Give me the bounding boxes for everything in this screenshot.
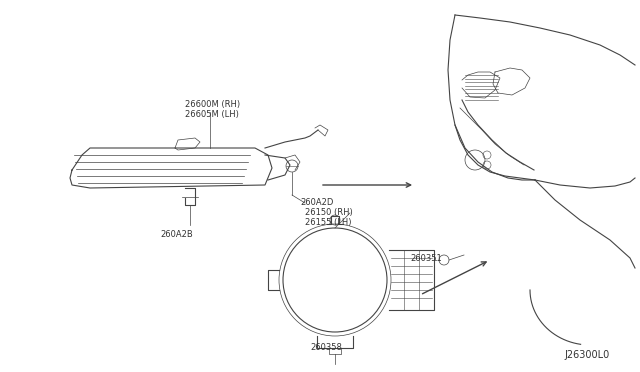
- Text: 260A2D: 260A2D: [300, 198, 333, 207]
- Text: 260358: 260358: [310, 343, 342, 352]
- Text: 26150 (RH)
26155 (LH): 26150 (RH) 26155 (LH): [305, 208, 353, 227]
- Text: J26300L0: J26300L0: [564, 350, 610, 360]
- Text: 26600M (RH)
26605M (LH): 26600M (RH) 26605M (LH): [185, 100, 240, 119]
- Text: 260A2B: 260A2B: [160, 230, 193, 239]
- Text: 260351: 260351: [410, 254, 442, 263]
